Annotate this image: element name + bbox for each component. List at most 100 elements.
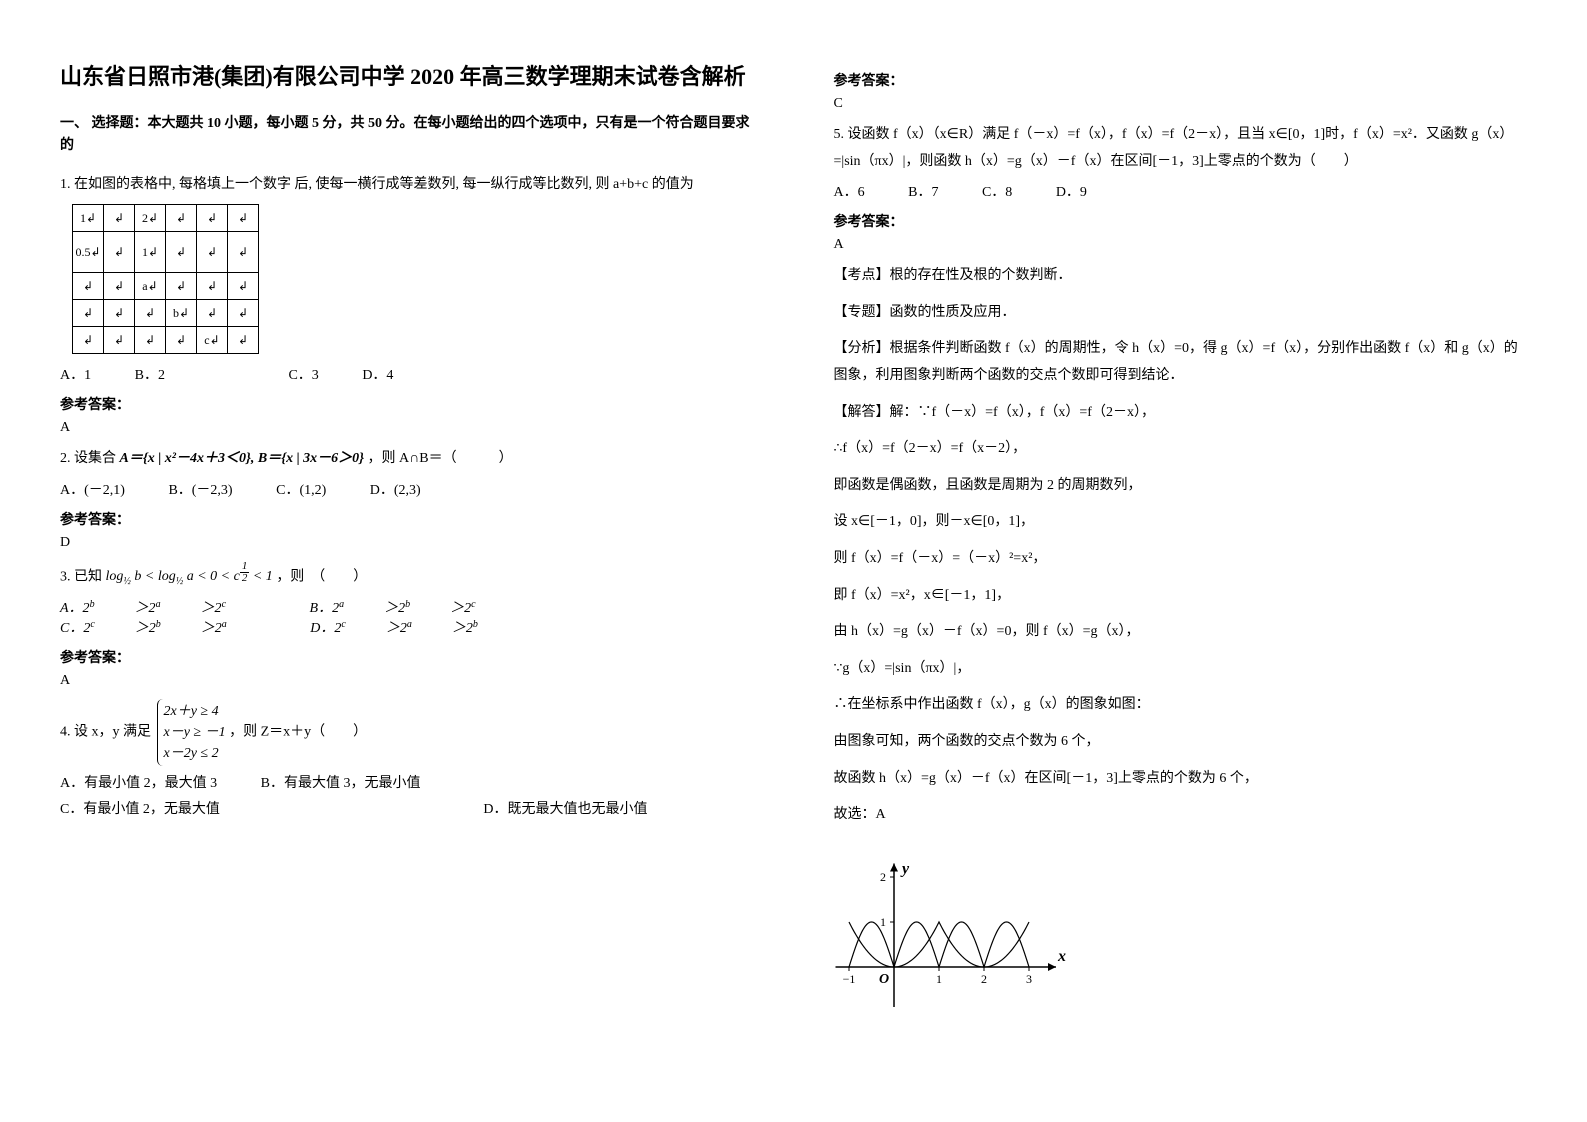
svg-text:3: 3 <box>1026 972 1032 986</box>
sol-line: 即 f（x）=x²，x∈[－1，1]， <box>834 583 1528 610</box>
svg-text:O: O <box>878 972 888 987</box>
q3-options: A．2b＞2a＞2c B．2a＞2b＞2c C．2c＞2b＞2a D．2c＞2a… <box>60 597 754 637</box>
grid-cell: ↲ <box>228 205 259 232</box>
opt-a: A．6 <box>834 181 865 201</box>
opt-b: B．2a＞2b＞2c <box>310 597 516 617</box>
opt-c: C．有最小值 2，无最大值 <box>60 798 220 818</box>
svg-text:−1: −1 <box>842 972 855 986</box>
svg-text:1: 1 <box>880 915 886 929</box>
q3-suffix: ，则 （ ） <box>276 569 367 584</box>
sol-line: 由 h（x）=g（x）－f（x）=0，则 f（x）=g（x）， <box>834 619 1528 646</box>
answer-label: 参考答案： <box>834 211 1528 231</box>
opt-c: C．(1,2) <box>276 479 326 499</box>
grid-cell: 1↲ <box>135 232 166 273</box>
opt-d: D．4 <box>362 364 393 384</box>
opt-c: C．2c＞2b＞2a <box>60 617 267 637</box>
q4-answer: C <box>834 96 1528 112</box>
sol-line: ∴f（x）=f（2－x）=f（x－2）， <box>834 436 1528 463</box>
opt-a: A．(－2,1) <box>60 479 125 499</box>
right-column: 参考答案： C 5. 设函数 f（x）（x∈R）满足 f（－x）=f（x），f（… <box>794 0 1587 1122</box>
opt-a: A．有最小值 2，最大值 3 <box>60 772 217 792</box>
opt-c: C．3 <box>288 364 318 384</box>
opt-b: B．2 <box>135 364 165 384</box>
grid-cell: ↲ <box>197 232 228 273</box>
q3-cond: log½ b < log½ a < 0 < c12 < 1 <box>106 569 277 584</box>
sol-line: 故选：A <box>834 802 1528 829</box>
q4-options: A．有最小值 2，最大值 3 B．有最大值 3，无最小值 <box>60 772 754 792</box>
grid-cell: ↲ <box>73 273 104 300</box>
sys-line: 2x＋y ≥ 4 <box>164 701 226 722</box>
opt-b: B．(－2,3) <box>168 479 232 499</box>
q4-stem: 4. 设 x，y 满足 2x＋y ≥ 4 x－y ≥ －1 x－2y ≤ 2 ，… <box>60 699 754 766</box>
q4-prefix: 4. 设 x，y 满足 <box>60 725 155 740</box>
svg-text:−1: −1 <box>873 1005 886 1007</box>
grid-cell: a↲ <box>135 273 166 300</box>
grid-cell: ↲ <box>73 327 104 354</box>
grid-cell: 1↲ <box>73 205 104 232</box>
svg-text:x: x <box>1057 948 1066 965</box>
grid-cell: ↲ <box>135 300 166 327</box>
grid-cell: 2↲ <box>135 205 166 232</box>
grid-cell: ↲ <box>166 327 197 354</box>
q4-options-2: C．有最小值 2，无最大值 D．既无最大值也无最小值 <box>60 798 754 818</box>
grid-cell: ↲ <box>228 300 259 327</box>
grid-cell: ↲ <box>104 232 135 273</box>
sys-line: x－2y ≤ 2 <box>164 743 226 764</box>
grid-cell: ↲ <box>228 232 259 273</box>
q4-system: 2x＋y ≥ 4 x－y ≥ －1 x－2y ≤ 2 <box>157 699 226 766</box>
sol-line: 由图象可知，两个函数的交点个数为 6 个， <box>834 729 1528 756</box>
q5-stem: 5. 设函数 f（x）（x∈R）满足 f（－x）=f（x），f（x）=f（2－x… <box>834 122 1528 175</box>
answer-label: 参考答案： <box>834 70 1528 90</box>
q1-grid: 1↲ ↲ 2↲ ↲ ↲ ↲ 0.5↲ ↲ 1↲ ↲ ↲ ↲ ↲ ↲ a↲ ↲ ↲… <box>72 204 259 354</box>
q2-options: A．(－2,1) B．(－2,3) C．(1,2) D．(2,3) <box>60 479 754 499</box>
grid-cell: ↲ <box>228 327 259 354</box>
opt-d: D．(2,3) <box>370 479 421 499</box>
q2-prefix: 2. 设集合 <box>60 451 120 466</box>
grid-cell: ↲ <box>166 205 197 232</box>
q2-answer: D <box>60 535 754 551</box>
grid-cell: ↲ <box>104 205 135 232</box>
svg-text:2: 2 <box>880 870 886 884</box>
svg-text:1: 1 <box>936 972 942 986</box>
sol-line: 【分析】根据条件判断函数 f（x）的周期性，令 h（x）=0，得 g（x）=f（… <box>834 336 1528 389</box>
answer-label: 参考答案： <box>60 394 754 414</box>
q5-answer: A <box>834 237 1528 253</box>
sol-line: 则 f（x）=f（－x）=（－x）²=x²， <box>834 546 1528 573</box>
sol-line: ∴在坐标系中作出函数 f（x），g（x）的图象如图： <box>834 692 1528 719</box>
opt-a: A．1 <box>60 364 91 384</box>
grid-cell: c↲ <box>197 327 228 354</box>
grid-cell: ↲ <box>197 205 228 232</box>
grid-cell: ↲ <box>166 232 197 273</box>
opt-b: B．7 <box>908 181 938 201</box>
sol-line: 【解答】解：∵f（－x）=f（x），f（x）=f（2－x）， <box>834 400 1528 427</box>
q2-sets: A＝{x | x²－4x＋3＜0}, B＝{x | 3x－6＞0} <box>120 451 365 466</box>
grid-cell: 0.5↲ <box>73 232 104 273</box>
grid-cell: ↲ <box>104 327 135 354</box>
opt-a: A．2b＞2a＞2c <box>60 597 266 617</box>
section-1-head: 一、 选择题：本大题共 10 小题，每小题 5 分，共 50 分。在每小题给出的… <box>60 113 754 158</box>
page-title: 山东省日照市港(集团)有限公司中学 2020 年高三数学理期末试卷含解析 <box>60 60 754 93</box>
svg-text:y: y <box>900 860 910 877</box>
sol-line: 故函数 h（x）=g（x）－f（x）在区间[－1，3]上零点的个数为 6 个， <box>834 766 1528 793</box>
q4-suffix: ，则 Z＝x＋y（ ） <box>229 725 367 740</box>
q5-options: A．6 B．7 C．8 D．9 <box>834 181 1528 201</box>
opt-c: C．8 <box>982 181 1012 201</box>
sol-line: 【专题】函数的性质及应用． <box>834 300 1528 327</box>
sys-line: x－y ≥ －1 <box>164 722 226 743</box>
answer-label: 参考答案： <box>60 509 754 529</box>
svg-text:2: 2 <box>981 972 987 986</box>
q2-stem: 2. 设集合 A＝{x | x²－4x＋3＜0}, B＝{x | 3x－6＞0}… <box>60 446 754 473</box>
grid-cell: ↲ <box>228 273 259 300</box>
answer-label: 参考答案： <box>60 647 754 667</box>
grid-cell: ↲ <box>166 273 197 300</box>
q3-stem: 3. 已知 log½ b < log½ a < 0 < c12 < 1 ，则 （… <box>60 561 754 591</box>
q3-prefix: 3. 已知 <box>60 569 106 584</box>
grid-cell: b↲ <box>166 300 197 327</box>
grid-cell: ↲ <box>73 300 104 327</box>
opt-d: D．9 <box>1056 181 1087 201</box>
sol-line: ∵g（x）=|sin（πx）|， <box>834 656 1528 683</box>
grid-cell: ↲ <box>104 273 135 300</box>
sol-line: 设 x∈[－1，0]，则－x∈[0，1]， <box>834 509 1528 536</box>
grid-cell: ↲ <box>104 300 135 327</box>
opt-b: B．有最大值 3，无最小值 <box>261 772 421 792</box>
